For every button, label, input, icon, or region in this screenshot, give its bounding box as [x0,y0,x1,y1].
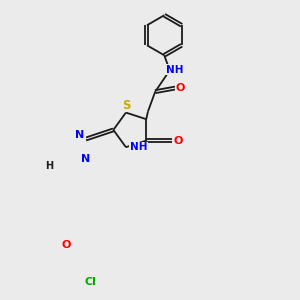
Text: O: O [173,136,183,146]
Text: N: N [75,130,84,140]
Text: NH: NH [166,65,183,75]
Text: O: O [61,239,71,250]
Text: N: N [81,154,91,164]
Text: NH: NH [130,142,147,152]
Text: H: H [46,161,54,171]
Text: O: O [176,83,185,93]
Text: S: S [122,99,130,112]
Text: Cl: Cl [85,277,97,287]
